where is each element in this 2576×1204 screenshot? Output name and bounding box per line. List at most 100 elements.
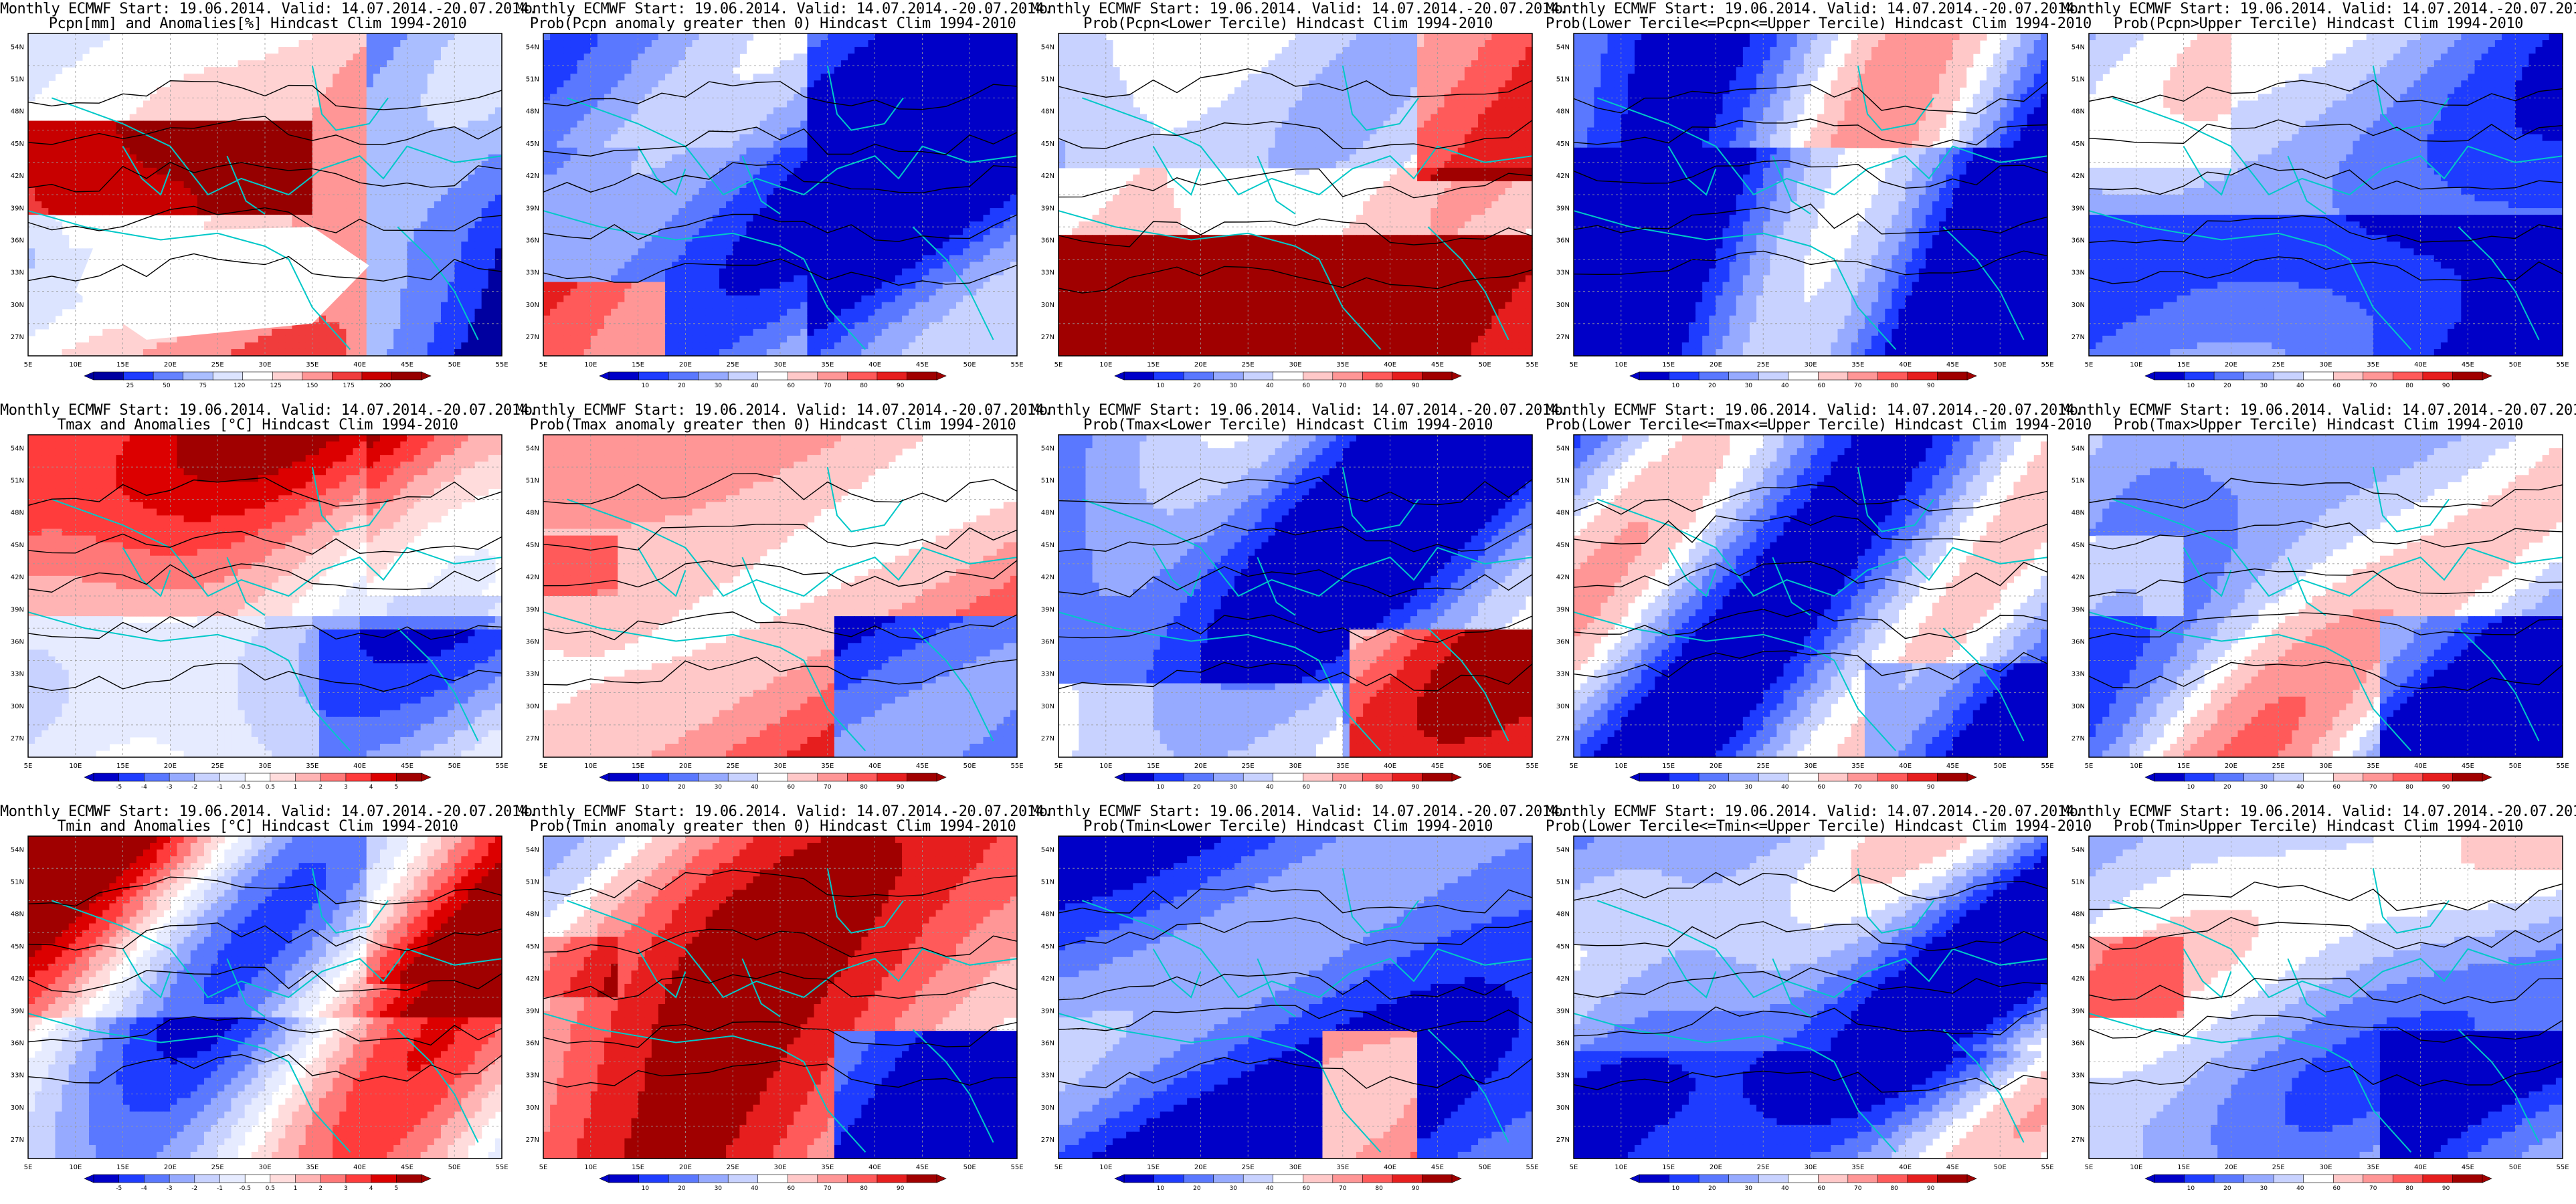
- lon-label: 40E: [353, 1164, 366, 1171]
- lon-label: 25E: [1757, 361, 1770, 369]
- lat-label: 54N: [1041, 846, 1054, 854]
- lon-label: 50E: [2509, 361, 2522, 369]
- lat-label: 27N: [526, 1136, 539, 1144]
- coastlines: [1573, 467, 2048, 752]
- lon-label: 15E: [2177, 361, 2190, 369]
- colorbar-label: 80: [1890, 383, 1898, 389]
- lon-label: 20E: [1194, 1164, 1207, 1171]
- lat-label: 33N: [1556, 671, 1570, 678]
- lon-label: 50E: [1479, 1164, 1491, 1171]
- colorbar-label: 20: [1193, 784, 1201, 791]
- lat-label: 33N: [2072, 671, 2085, 678]
- lat-label: 45N: [2072, 140, 2085, 148]
- lon-label: 5E: [2085, 763, 2094, 770]
- lat-label: 51N: [11, 76, 24, 84]
- lon-label: 5E: [2085, 361, 2094, 369]
- graticule: [2089, 836, 2563, 1159]
- filled-field: [28, 435, 502, 758]
- lon-label: 15E: [2177, 763, 2190, 770]
- lon-label: 50E: [448, 361, 461, 369]
- lon-label: 25E: [1757, 1164, 1770, 1171]
- lat-label: 54N: [11, 43, 24, 51]
- map-panel-tmax-1: 54N 51N 48N 45N 42N 39N 36N 33N 30N 27N 5E 10E 15E 20…: [0, 401, 537, 803]
- lon-label: 55E: [1526, 763, 1538, 770]
- lon-label: 5E: [1570, 1164, 1578, 1171]
- contours: [27, 80, 502, 282]
- lon-label: 25E: [1242, 763, 1255, 770]
- lat-label: 45N: [11, 943, 24, 950]
- lon-label: 40E: [1899, 763, 1912, 770]
- colorbar-label: 40: [2296, 383, 2304, 389]
- lat-label: 45N: [1041, 542, 1054, 549]
- coastlines: [1058, 66, 1533, 350]
- lat-label: 45N: [11, 542, 24, 549]
- lon-label: 35E: [1851, 361, 1864, 369]
- colorbar-label: 20: [1193, 1185, 1201, 1192]
- filled-field: [1059, 435, 1533, 758]
- lon-label: 20E: [164, 1164, 177, 1171]
- colorbar-label: 75: [199, 383, 207, 389]
- lon-label: 50E: [1479, 763, 1491, 770]
- colorbar-label: -5: [116, 784, 122, 791]
- lat-label: 33N: [1041, 1072, 1054, 1080]
- lat-label: 45N: [526, 140, 539, 148]
- lon-label: 10E: [2130, 361, 2142, 369]
- colorbar-label: 80: [860, 784, 868, 791]
- colorbar-label: 10: [642, 784, 650, 791]
- colorbar-label: 20: [1708, 383, 1716, 389]
- lon-label: 10E: [1099, 361, 1112, 369]
- lat-label: 30N: [526, 1104, 539, 1112]
- lat-label: 42N: [11, 173, 24, 180]
- lon-label: 50E: [963, 361, 976, 369]
- coastlines: [1573, 66, 2048, 350]
- lat-label: 27N: [2072, 735, 2085, 742]
- colorbar-label: 10: [1672, 383, 1680, 389]
- lat-label: 33N: [2072, 1072, 2085, 1080]
- colorbar-label: 40: [1266, 383, 1274, 389]
- colorbar-label: 10: [642, 1185, 650, 1192]
- colorbar-label: -0.5: [239, 784, 251, 791]
- lon-label: 55E: [2556, 763, 2569, 770]
- lon-label: 45E: [916, 1164, 929, 1171]
- lon-label: 25E: [211, 1164, 224, 1171]
- lat-label: 39N: [11, 1007, 24, 1015]
- colorbar-label: 90: [897, 784, 905, 791]
- map-frame: [543, 434, 1018, 758]
- lat-label: 36N: [2072, 1040, 2085, 1047]
- lat-label: 45N: [1041, 140, 1054, 148]
- lon-label: 10E: [69, 1164, 82, 1171]
- lat-label: 54N: [1041, 445, 1054, 452]
- map-canvas: 54N 51N 48N 45N 42N 39N 36N 33N 30N 27N 5E 10E 15E 20…: [526, 835, 1024, 1192]
- colorbar-label: 20: [678, 784, 686, 791]
- lat-label: 36N: [1556, 237, 1570, 245]
- colorbar-label: 30: [1745, 1185, 1753, 1192]
- lon-label: 45E: [916, 763, 929, 770]
- colorbar-label: 60: [787, 1185, 795, 1192]
- colorbar: 10 20 30 40 60 70 80 90: [1114, 1174, 1462, 1192]
- contours: [1058, 886, 1533, 1089]
- map-panel-tmin-4: 54N 51N 48N 45N 42N 39N 36N 33N 30N 27N 5E 10E 15E 20…: [1546, 803, 2092, 1204]
- lon-label: 30E: [773, 361, 786, 369]
- filled-field: [1574, 836, 2048, 1159]
- lat-label: 30N: [1556, 302, 1570, 309]
- panel-title-line1: Monthly ECMWF Start: 19.06.2014. Valid: …: [1030, 804, 1568, 820]
- graticule: [1574, 435, 2047, 757]
- colorbar-label: 10: [642, 383, 650, 389]
- filled-field: [1574, 33, 2048, 357]
- lon-label: 50E: [448, 1164, 461, 1171]
- colorbar-label: 10: [1157, 1185, 1165, 1192]
- lon-label: 25E: [211, 361, 224, 369]
- lon-label: 40E: [868, 361, 881, 369]
- lon-label: 50E: [1994, 1164, 2007, 1171]
- lon-label: 45E: [916, 361, 929, 369]
- lon-label: 45E: [401, 361, 413, 369]
- lat-label: 30N: [2072, 703, 2085, 710]
- filled-field: [1059, 33, 1533, 357]
- lat-label: 48N: [11, 510, 24, 517]
- colorbar-label: 40: [1266, 784, 1274, 791]
- lat-label: 54N: [1041, 43, 1054, 51]
- colorbar-label: 60: [1817, 784, 1825, 791]
- lon-label: 25E: [2272, 1164, 2285, 1171]
- lat-label: 54N: [1556, 445, 1570, 452]
- lat-label: 27N: [526, 735, 539, 742]
